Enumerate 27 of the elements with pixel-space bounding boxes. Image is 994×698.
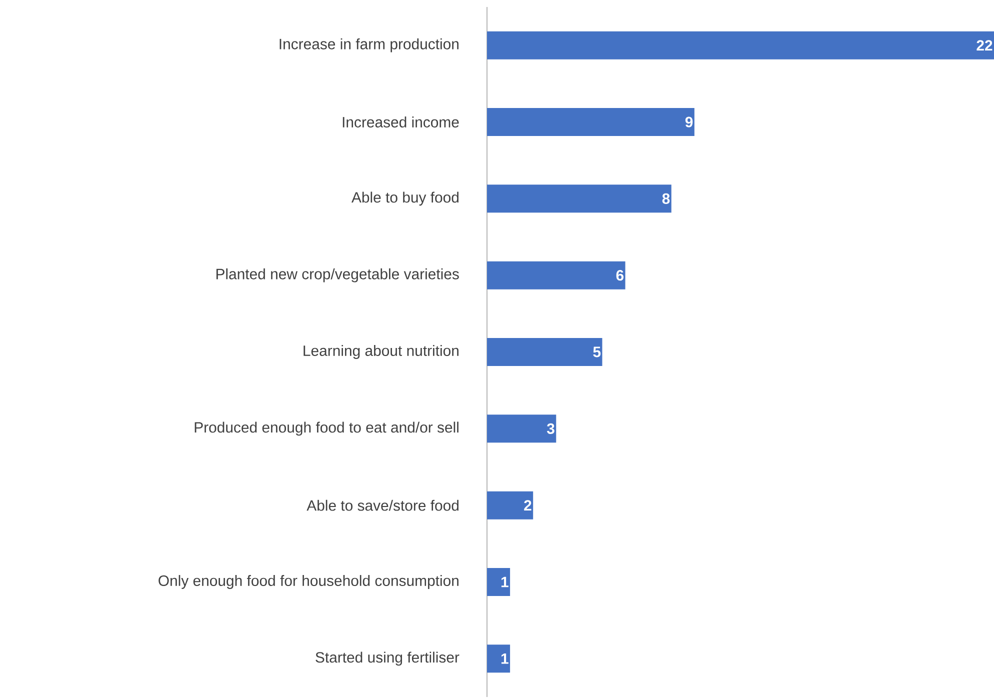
data-label: 9 — [685, 116, 693, 128]
y-tick-label: Able to buy food — [352, 192, 458, 206]
data-label: 3 — [546, 424, 554, 434]
y-tick-label: Started using fertiliser — [316, 652, 460, 666]
bar — [487, 108, 694, 136]
data-label: 6 — [616, 270, 624, 281]
bar — [487, 184, 672, 213]
data-label: 1 — [501, 654, 508, 664]
data-label: 2 — [524, 500, 532, 511]
y-tick-label: Planted new crop/vegetable varieties — [216, 268, 459, 282]
bar — [487, 262, 626, 290]
data-label: 8 — [662, 194, 670, 204]
y-tick-label: Learning about nutrition — [304, 345, 458, 360]
bar — [487, 644, 510, 673]
bar — [487, 568, 510, 596]
y-tick-label: Increased income — [342, 116, 459, 128]
y-tick-label: Able to save/store food — [306, 500, 458, 512]
bar — [487, 492, 534, 520]
bar — [487, 414, 556, 443]
y-tick-label: Increase in farm production — [280, 38, 458, 52]
data-label: 1 — [501, 577, 508, 588]
bar — [487, 32, 994, 60]
bar — [487, 338, 602, 366]
y-tick-label: Only enough food for household consumption — [158, 575, 458, 590]
data-label: 22 — [976, 40, 992, 51]
y-tick-label: Produced enough food to eat and/or sell — [194, 422, 458, 436]
data-label: 5 — [593, 346, 601, 358]
